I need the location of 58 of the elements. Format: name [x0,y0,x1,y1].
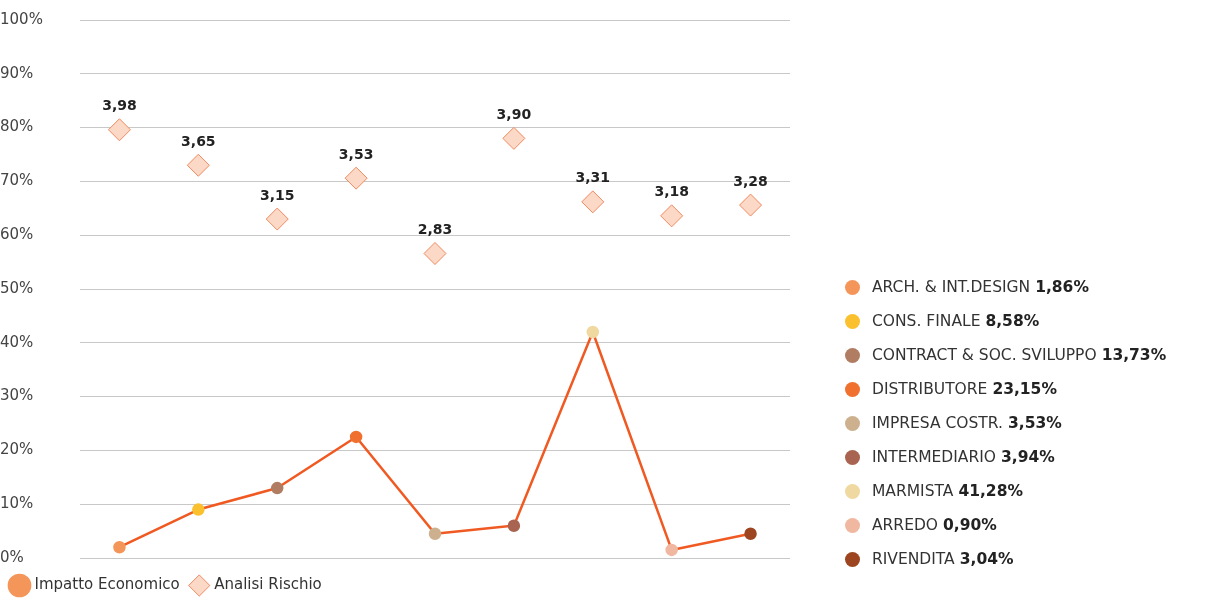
point [507,519,521,532]
point [739,193,763,217]
point [660,204,684,228]
point [113,540,126,554]
point [192,503,205,516]
point [428,527,442,541]
legend-label: Analisi Rischio [214,575,322,594]
category-label: DISTRIBUTORE [872,380,988,398]
y-tick-label: 10% [0,494,34,513]
category-label: ARREDO [872,516,939,534]
point [423,241,447,265]
y-tick-label: 60% [0,225,34,244]
data-label: 3,31 [575,169,611,186]
text: 3,94% [1001,448,1055,466]
category-label: RIVENDITA [872,550,955,568]
text: 23,15% [992,380,1057,398]
y-tick-label: 0% [0,547,24,566]
category-label: INTERMEDIARIO [872,448,997,466]
point [349,430,363,444]
text: 3,04% [959,550,1014,568]
y-tick-label: 30% [0,386,34,405]
text: 1,86% [1035,278,1089,296]
y-tick-label: 100% [0,9,43,28]
point [581,190,605,214]
y-tick-label: 70% [0,171,34,190]
y-tick-label: 80% [0,117,34,136]
text: 0,90% [943,516,997,534]
point [107,118,131,142]
text: 8,58% [985,312,1040,330]
point [270,481,284,495]
data-label: 2,83 [417,221,453,238]
y-tick-label: 20% [0,440,34,459]
point [502,126,526,150]
point [186,153,210,177]
point [586,325,600,339]
category-label: CONTRACT & SOC. SVILUPPO [872,346,1097,364]
data-label: 3,15 [259,186,295,203]
data-label: 3,90 [496,106,532,122]
y-tick-label: 50% [0,278,34,297]
category-label: IMPRESA COSTR. [872,414,1003,432]
y-tick-label: 40% [0,332,34,351]
category-label: MARMISTA [872,482,954,500]
text: 3,53% [1008,414,1062,432]
legend-label: Impatto Economico [34,575,180,594]
data-label: 3,28 [733,172,768,189]
data-label: 3,53 [338,145,374,162]
data-label: 3,98 [102,97,137,114]
point [265,207,289,231]
y-tick-label: 90% [0,63,34,82]
category-label: CONS. FINALE [872,312,981,330]
text: 41,28% [958,482,1023,500]
point [344,166,368,190]
point [665,543,678,557]
data-label: 3,65 [181,132,216,149]
data-label: 3,18 [654,183,689,200]
point [744,527,757,541]
text: 13,73% [1101,346,1167,364]
category-label: ARCH. & INT.DESIGN [872,278,1031,296]
